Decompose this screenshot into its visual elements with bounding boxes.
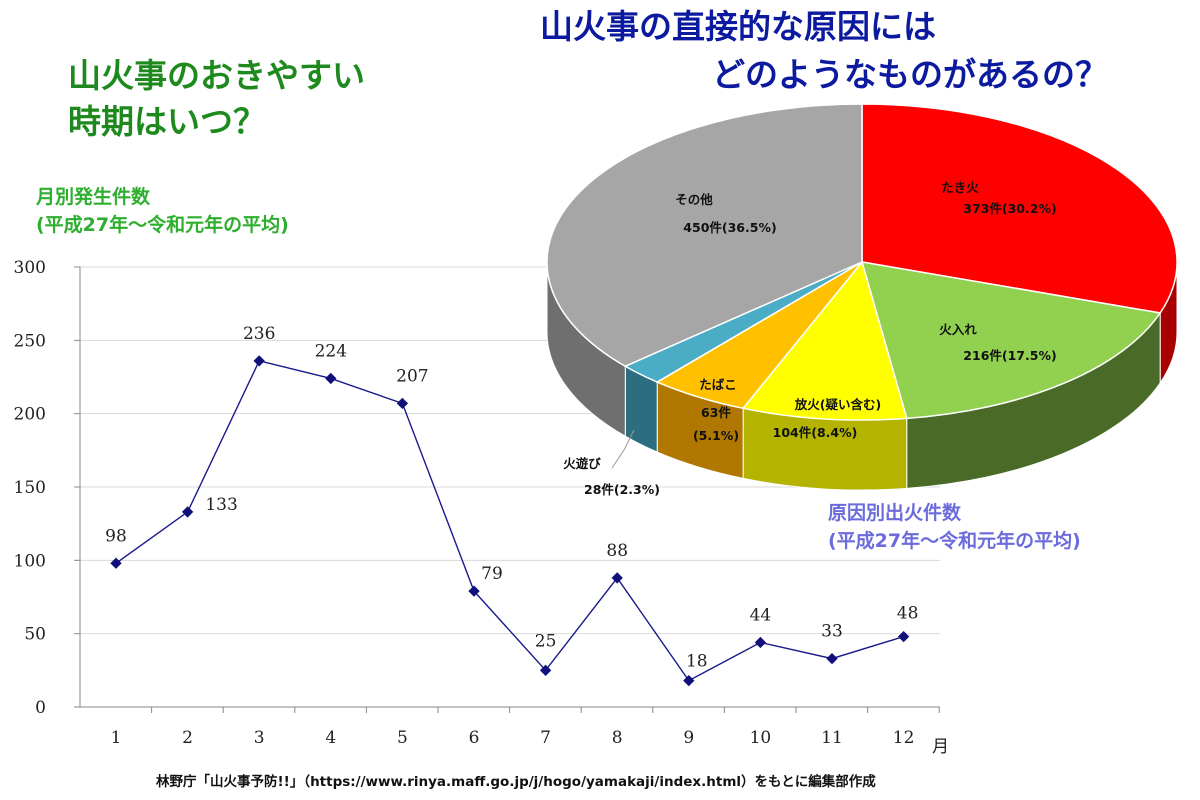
left-title-line2: 時期はいつ？ — [68, 102, 266, 141]
data-point-marker — [611, 572, 623, 584]
data-point-marker — [468, 585, 480, 597]
pie-label-value: 373件(30.2%) — [963, 201, 1056, 216]
y-tick-label: 150 — [14, 478, 46, 498]
x-tick-label: 5 — [397, 728, 408, 748]
right-title-line2: どのようなものがあるの？ — [712, 55, 1108, 94]
data-point-marker — [754, 636, 767, 649]
data-label: 18 — [686, 652, 708, 672]
pie-label-value: 28件(2.3%) — [584, 482, 660, 497]
pie-chart-caption-line1: 原因別出火件数 — [828, 502, 962, 524]
data-point-marker — [897, 630, 910, 643]
pie-side-houka — [742, 407, 908, 491]
y-tick-label: 250 — [14, 331, 46, 351]
data-point-marker — [253, 355, 265, 367]
pie-slice-sonota — [546, 103, 863, 368]
pie-leader-line — [611, 429, 635, 469]
x-tick-label: 10 — [750, 728, 772, 748]
right-title-line1: 山火事の直接的な原因には — [540, 7, 936, 46]
x-tick-label: 7 — [540, 728, 551, 748]
x-tick-label: 8 — [612, 728, 623, 748]
pie-label-name: たばこ — [699, 377, 737, 392]
data-label: 207 — [396, 366, 428, 386]
data-label: 48 — [897, 604, 919, 624]
data-label: 33 — [821, 622, 843, 642]
x-tick-label: 4 — [325, 728, 336, 748]
source-credit: 林野庁「山火事予防!!」（https://www.rinya.maff.go.j… — [156, 774, 876, 790]
data-point-marker — [539, 664, 552, 676]
pie-label-value: 104件(8.4%) — [773, 425, 858, 440]
pie-label-name: 放火(疑い含む) — [794, 397, 881, 412]
pie-slice-hiire — [860, 261, 1162, 420]
data-label: 88 — [606, 541, 628, 561]
line-chart-caption-line2: (平成27年～令和元年の平均) — [36, 214, 289, 236]
x-tick-label: 12 — [893, 728, 915, 748]
x-axis-title: 月 — [932, 737, 949, 757]
data-point-marker — [683, 674, 695, 687]
x-tick-label: 2 — [182, 728, 193, 748]
data-point-marker — [181, 506, 194, 518]
data-label: 79 — [481, 564, 503, 584]
y-tick-label: 100 — [14, 551, 46, 571]
data-point-marker — [325, 372, 337, 385]
y-tick-label: 50 — [24, 625, 46, 645]
pie-label-name: 火入れ — [939, 322, 977, 337]
pie-label-value: 450件(36.5%) — [683, 220, 776, 235]
x-tick-label: 11 — [821, 728, 843, 748]
pie-label-value: 216件(17.5%) — [963, 348, 1056, 363]
pie-label-name: 火遊び — [563, 456, 601, 471]
x-tick-label: 9 — [683, 728, 694, 748]
data-label: 133 — [205, 495, 237, 515]
data-label: 98 — [105, 526, 127, 546]
data-label: 224 — [315, 341, 347, 361]
y-tick-label: 300 — [14, 258, 46, 278]
data-label: 236 — [243, 324, 275, 344]
left-title-line1: 山火事のおきやすい — [68, 56, 365, 95]
data-label: 44 — [750, 605, 772, 625]
pie-label-name: たき火 — [941, 180, 979, 195]
pie-slice-houka — [741, 260, 908, 421]
pie-label-name: その他 — [675, 192, 713, 207]
x-tick-label: 6 — [469, 728, 480, 748]
data-point-marker — [826, 652, 838, 665]
pie-label-count: 63件 — [701, 405, 731, 420]
y-tick-label: 200 — [14, 405, 46, 425]
line-chart-caption-line1: 月別発生件数 — [36, 186, 151, 208]
data-point-marker — [396, 397, 409, 410]
y-tick-label: 0 — [35, 698, 46, 718]
pie-label-percent: (5.1%) — [693, 428, 739, 443]
series-line — [115, 360, 904, 682]
x-tick-label: 1 — [111, 728, 122, 748]
pie-chart-caption-line2: (平成27年～令和元年の平均) — [828, 530, 1081, 552]
data-label: 25 — [535, 631, 557, 651]
x-tick-label: 3 — [254, 728, 265, 748]
pie-slice-takibi — [861, 103, 1178, 314]
